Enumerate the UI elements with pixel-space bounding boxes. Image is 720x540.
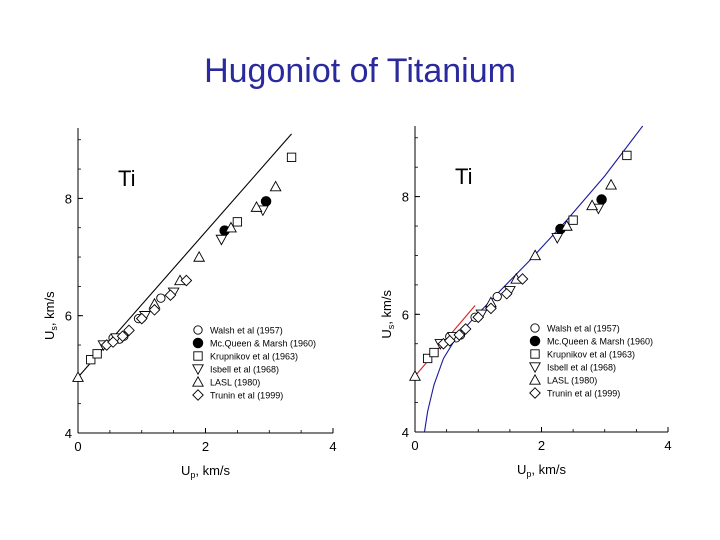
legend-label: Walsh et al (1957): [547, 324, 620, 334]
legend-label: Walsh et al (1957): [210, 326, 283, 336]
y-tick-label: 6: [65, 309, 72, 324]
data-point: [135, 312, 148, 325]
y-tick-label: 4: [65, 426, 72, 441]
data-point: [472, 311, 485, 324]
data-point: [215, 234, 228, 246]
x-tick-label: 2: [202, 439, 209, 454]
data-point: [260, 196, 272, 207]
data-point: [180, 274, 193, 287]
series-6: [100, 274, 193, 351]
legend-label: Krupnikov et al (1963): [210, 352, 298, 362]
legend-marker: [530, 349, 540, 359]
data-point: [232, 217, 243, 227]
legend-marker: [529, 373, 541, 385]
data-point: [485, 302, 497, 315]
data-point: [529, 249, 542, 261]
x-tick-label: 4: [664, 438, 671, 453]
legend-label: LASL (1980): [547, 376, 597, 386]
data-point: [551, 233, 564, 244]
data-point: [443, 334, 456, 347]
data-point: [116, 330, 129, 343]
legend-label: Mc.Queen & Marsh (1960): [210, 339, 316, 349]
legend-label: Trunin et al (1999): [547, 389, 620, 399]
data-point: [500, 287, 513, 300]
data-point: [605, 178, 618, 190]
x-axis-label: Up, km/s: [181, 463, 231, 480]
data-point: [250, 201, 263, 212]
data-point: [123, 324, 135, 337]
series-3: [423, 150, 632, 364]
chart-annotation: Ti: [455, 164, 473, 189]
y-tick-label: 8: [402, 190, 409, 205]
legend-marker: [192, 375, 204, 387]
x-tick-label: 0: [74, 439, 81, 454]
x-axis-label: Up, km/s: [517, 462, 567, 479]
legend-marker: [193, 325, 203, 335]
chart-panel-2: 0 2 4 4 6 8 Up, km/s Us, km/s Ti Walsh et al (195…: [379, 125, 672, 479]
legend-marker: [529, 335, 541, 347]
data-point: [269, 180, 282, 192]
data-point: [107, 336, 119, 348]
data-point: [164, 289, 177, 301]
data-point: [148, 303, 161, 316]
series-6: [437, 273, 529, 350]
legend-label: Isbell et al (1968): [210, 365, 279, 375]
data-point: [193, 250, 206, 262]
series-3: [86, 152, 297, 365]
data-point: [586, 199, 599, 211]
legend-marker: [529, 362, 541, 374]
y-tick-label: 6: [402, 307, 409, 322]
y-tick-label: 4: [402, 425, 409, 440]
x-tick-label: 0: [411, 438, 418, 453]
y-tick-label: 8: [65, 191, 72, 206]
legend-marker: [193, 351, 203, 361]
data-point: [560, 219, 573, 231]
data-point: [409, 369, 421, 381]
data-point: [596, 194, 607, 205]
legend-label: Isbell et al (1968): [547, 363, 616, 373]
legend-marker: [192, 337, 204, 349]
legend-label: Trunin et al (1999): [210, 391, 283, 401]
data-point: [429, 347, 439, 358]
y-axis-label: Us, km/s: [42, 291, 59, 340]
x-tick-label: 2: [538, 438, 545, 453]
x-tick-label: 4: [329, 439, 336, 454]
data-point: [423, 353, 433, 364]
legend-marker: [530, 323, 540, 333]
legend-marker: [192, 364, 204, 376]
data-point: [622, 150, 632, 161]
series-5: [72, 180, 282, 382]
data-point: [459, 323, 472, 335]
y-axis-label: Us, km/s: [379, 290, 396, 339]
legend-label: Krupnikov et al (1963): [547, 350, 635, 360]
data-point: [72, 371, 84, 382]
chart-annotation: Ti: [118, 166, 136, 191]
slide-title: Hugoniot of Titanium: [204, 52, 516, 90]
data-point: [568, 215, 578, 225]
data-point: [453, 329, 466, 341]
series-2: [555, 194, 607, 235]
chart-panel-1: 0 2 4 4 6 8 Up, km/s Us, km/s Ti Walsh et al (195…: [42, 128, 337, 480]
data-point: [92, 349, 102, 359]
data-point: [86, 355, 96, 365]
legend-marker: [529, 387, 541, 399]
legend-marker: [192, 389, 204, 401]
series-2: [219, 196, 272, 236]
data-point: [516, 273, 529, 285]
data-point: [286, 152, 297, 162]
series-5: [409, 178, 618, 381]
legend-label: LASL (1980): [210, 378, 260, 388]
data-point: [225, 221, 237, 233]
data-point: [492, 292, 502, 302]
legend-label: Mc.Queen & Marsh (1960): [547, 337, 653, 347]
data-point: [156, 293, 166, 303]
